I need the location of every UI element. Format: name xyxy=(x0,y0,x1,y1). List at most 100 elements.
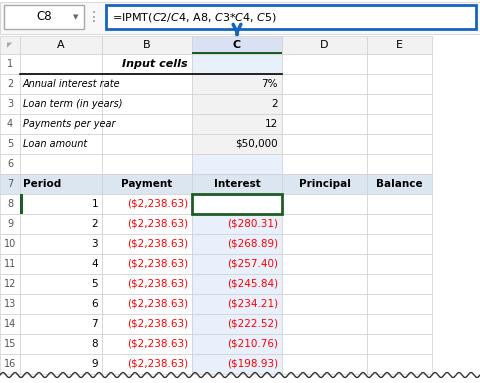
Text: 6: 6 xyxy=(7,159,13,169)
Bar xyxy=(20,36,102,54)
Text: ▼: ▼ xyxy=(73,14,79,20)
Bar xyxy=(102,254,192,274)
Bar xyxy=(102,36,192,54)
Text: ($291.67): ($291.67) xyxy=(227,199,278,209)
Text: 11: 11 xyxy=(4,259,16,269)
Bar xyxy=(20,194,102,214)
Bar xyxy=(367,294,432,314)
Bar xyxy=(367,174,432,194)
Text: ($2,238.63): ($2,238.63) xyxy=(127,359,188,369)
Bar xyxy=(192,52,282,54)
Text: 12: 12 xyxy=(4,279,16,289)
Bar xyxy=(0,274,20,294)
Bar xyxy=(102,314,192,334)
Bar xyxy=(192,294,282,314)
Text: 2: 2 xyxy=(7,79,13,89)
Bar xyxy=(192,274,282,294)
Bar xyxy=(0,94,20,114)
Bar xyxy=(0,134,20,154)
Bar xyxy=(20,174,102,194)
Bar xyxy=(367,94,432,114)
Text: 2: 2 xyxy=(271,99,278,109)
Bar xyxy=(106,5,476,29)
Bar xyxy=(282,334,367,354)
Bar xyxy=(367,274,432,294)
Bar xyxy=(102,294,192,314)
Bar xyxy=(20,214,102,234)
Text: Payment: Payment xyxy=(121,179,173,189)
Text: ($257.40): ($257.40) xyxy=(227,259,278,269)
Bar xyxy=(20,234,102,254)
Text: ($198.93): ($198.93) xyxy=(227,359,278,369)
Bar xyxy=(367,154,432,174)
Text: 4: 4 xyxy=(91,259,98,269)
Bar xyxy=(367,314,432,334)
Bar xyxy=(282,114,367,134)
Bar xyxy=(192,194,282,214)
Bar xyxy=(367,234,432,254)
Bar xyxy=(0,294,20,314)
Bar xyxy=(20,154,102,174)
Text: ($2,238.63): ($2,238.63) xyxy=(127,239,188,249)
Text: ($210.76): ($210.76) xyxy=(227,339,278,349)
Bar xyxy=(282,354,367,374)
Text: 1: 1 xyxy=(91,199,98,209)
Bar xyxy=(0,74,20,94)
Bar xyxy=(367,114,432,134)
Text: E: E xyxy=(396,40,403,50)
Text: Payments per year: Payments per year xyxy=(23,119,116,129)
Bar xyxy=(20,74,102,94)
Text: B: B xyxy=(143,40,151,50)
Bar xyxy=(367,194,432,214)
Bar xyxy=(282,294,367,314)
Text: =IPMT($C$2/$C$4, A8, $C$3*$C$4, $C$5): =IPMT($C$2/$C$4, A8, $C$3*$C$4, $C$5) xyxy=(112,10,277,23)
Bar xyxy=(282,314,367,334)
Bar xyxy=(102,354,192,374)
Bar xyxy=(0,234,20,254)
Text: 10: 10 xyxy=(4,239,16,249)
Bar xyxy=(102,334,192,354)
Bar xyxy=(4,5,84,29)
Bar xyxy=(0,334,20,354)
Text: Loan amount: Loan amount xyxy=(23,139,87,149)
Text: 9: 9 xyxy=(7,219,13,229)
Bar xyxy=(20,54,102,74)
Text: ($234.21): ($234.21) xyxy=(227,299,278,309)
Bar xyxy=(282,134,367,154)
Text: A: A xyxy=(57,40,65,50)
Bar xyxy=(0,114,20,134)
Bar xyxy=(282,54,367,74)
Text: 5: 5 xyxy=(91,279,98,289)
Text: $50,000: $50,000 xyxy=(235,139,278,149)
Text: Interest: Interest xyxy=(214,179,260,189)
Text: Principal: Principal xyxy=(299,179,350,189)
Bar xyxy=(282,274,367,294)
Text: ($2,238.63): ($2,238.63) xyxy=(127,299,188,309)
Bar xyxy=(102,134,192,154)
Bar xyxy=(0,54,20,74)
Bar xyxy=(0,36,20,54)
Text: Annual interest rate: Annual interest rate xyxy=(23,79,120,89)
Bar xyxy=(20,314,102,334)
Text: 14: 14 xyxy=(4,319,16,329)
Text: 8: 8 xyxy=(7,199,13,209)
Bar xyxy=(282,254,367,274)
Bar xyxy=(367,254,432,274)
Bar xyxy=(0,154,20,174)
Bar xyxy=(367,134,432,154)
Bar xyxy=(192,94,282,114)
Bar xyxy=(192,74,282,94)
Text: ⋮: ⋮ xyxy=(87,10,101,24)
Bar xyxy=(192,194,282,214)
Text: 6: 6 xyxy=(91,299,98,309)
Bar xyxy=(192,354,282,374)
Bar xyxy=(102,214,192,234)
Text: C: C xyxy=(233,40,241,50)
Text: 8: 8 xyxy=(91,339,98,349)
Bar xyxy=(0,2,480,34)
Text: Loan term (in years): Loan term (in years) xyxy=(23,99,122,109)
Bar xyxy=(102,234,192,254)
Bar xyxy=(192,234,282,254)
Bar xyxy=(367,334,432,354)
Text: 9: 9 xyxy=(91,359,98,369)
